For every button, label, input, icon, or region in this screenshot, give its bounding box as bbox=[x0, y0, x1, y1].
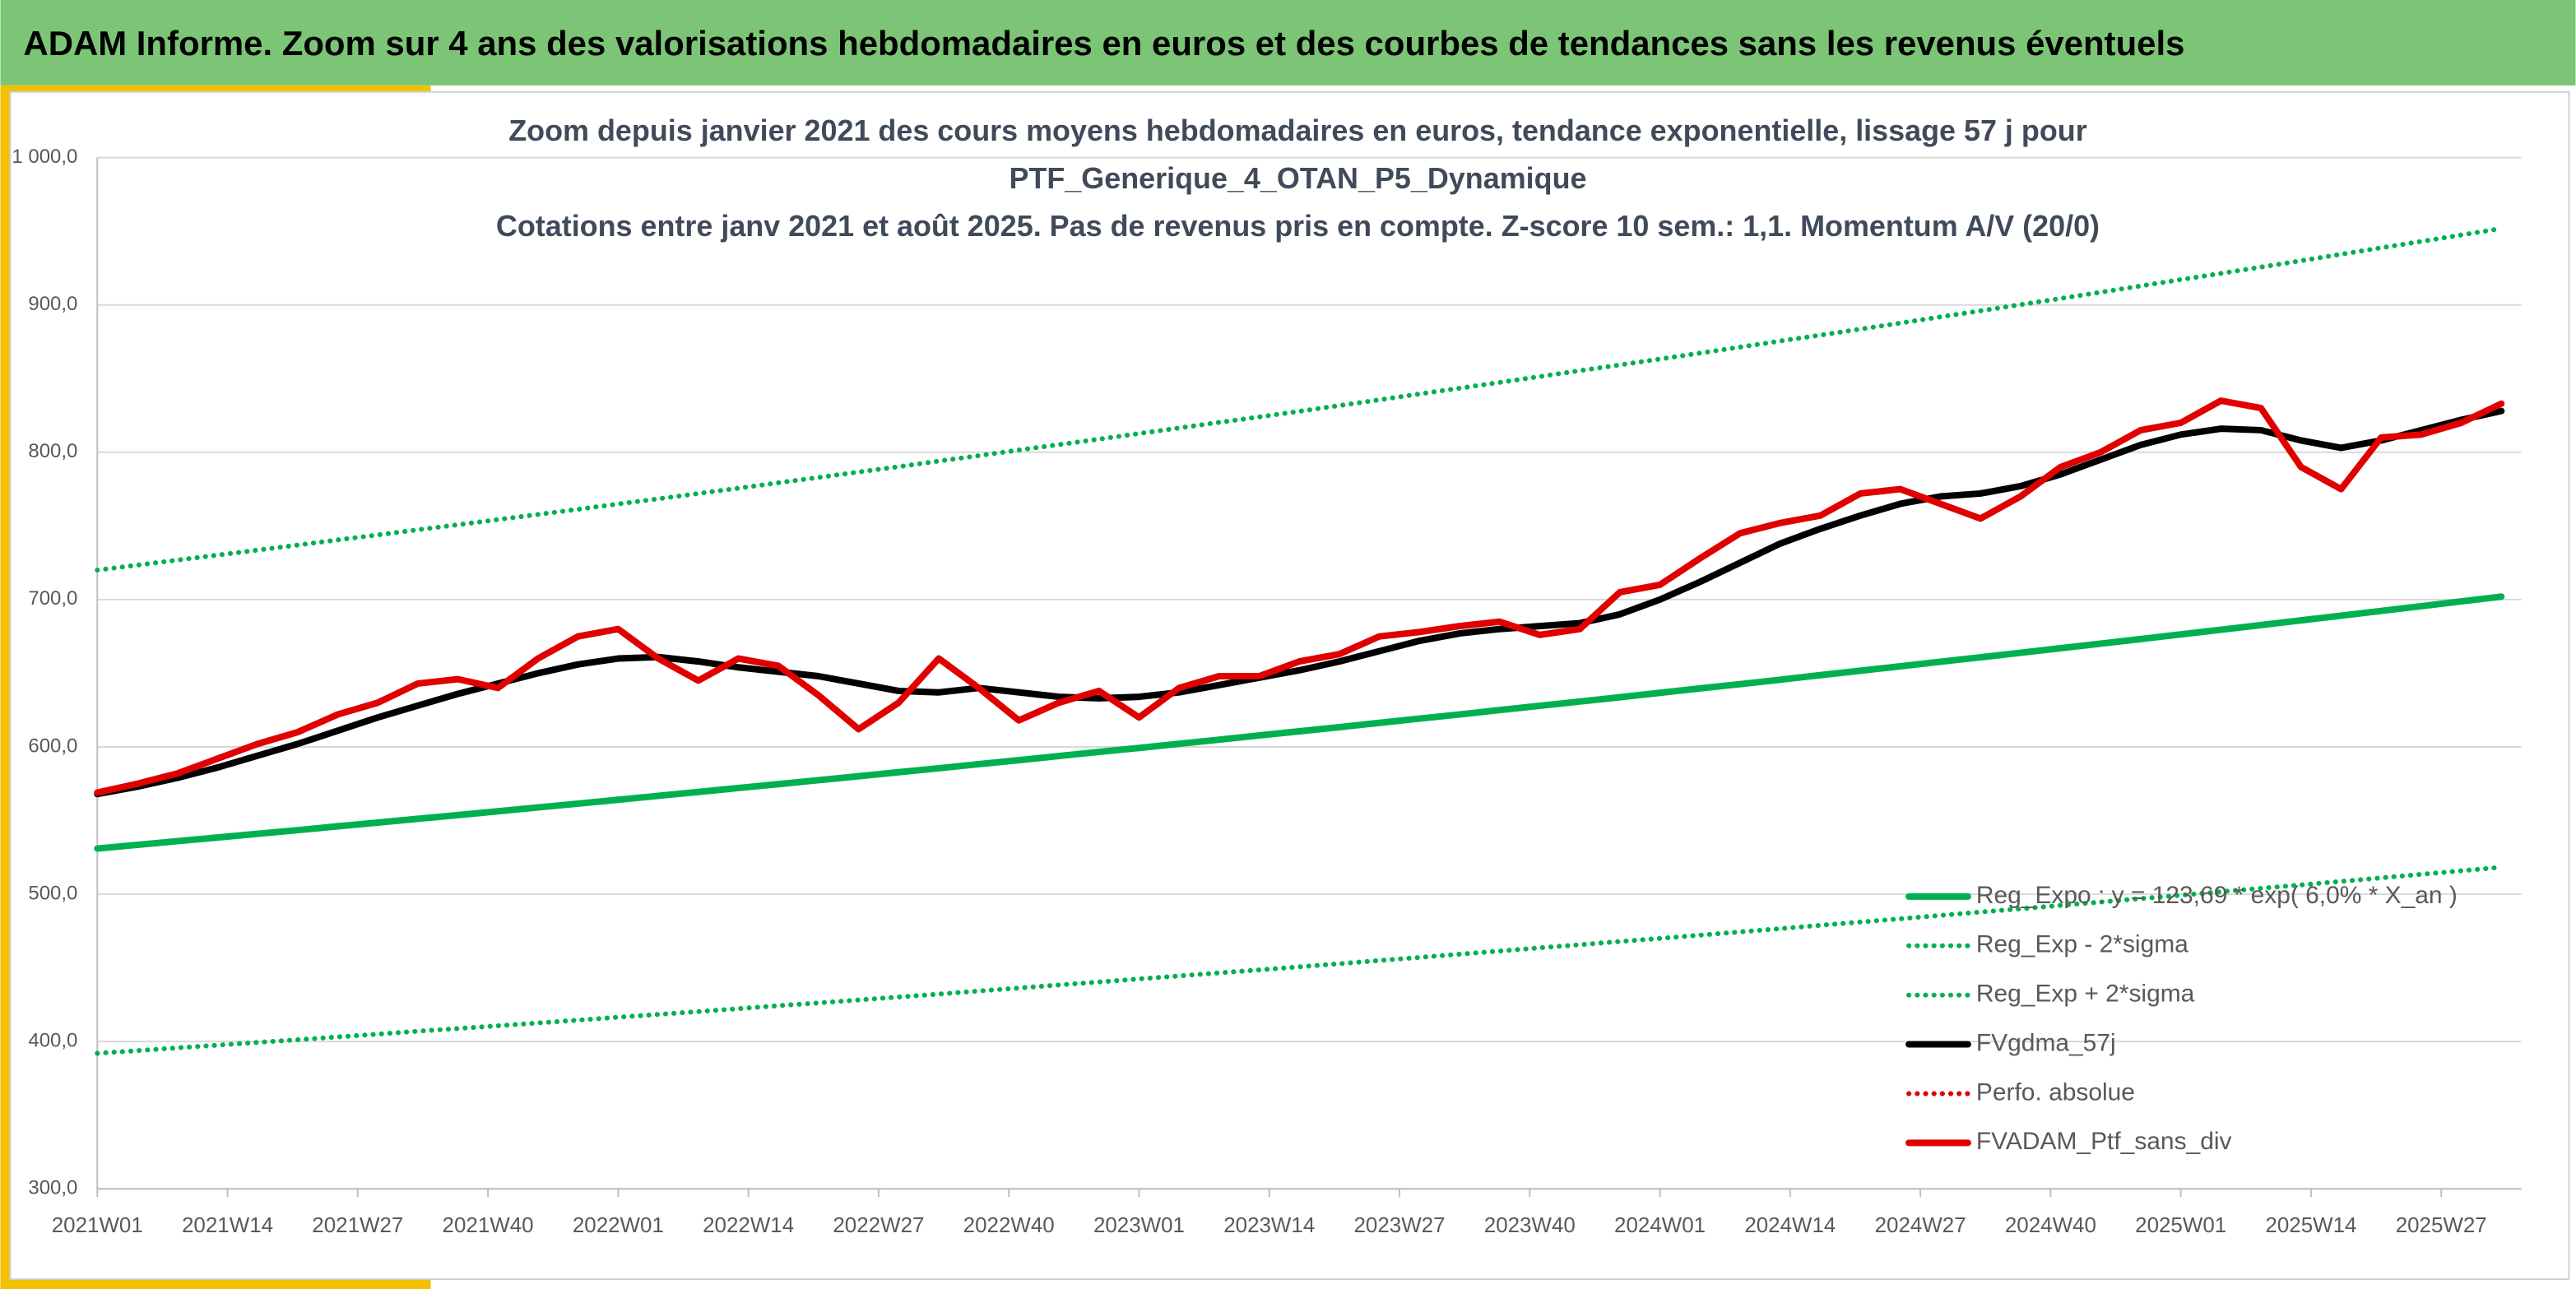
x-tick-label: 2022W27 bbox=[833, 1214, 924, 1237]
legend-label: Reg_Exp - 2*sigma bbox=[1976, 931, 2188, 958]
chart-subtitle: PTF_Generique_4_OTAN_P5_Dynamique bbox=[1009, 161, 1586, 195]
y-tick-label: 700,0 bbox=[28, 587, 77, 610]
x-tick-label: 2021W01 bbox=[52, 1214, 143, 1237]
x-tick-label: 2023W01 bbox=[1093, 1214, 1185, 1237]
accent bbox=[0, 1279, 431, 1289]
legend-label: Reg_Exp + 2*sigma bbox=[1976, 981, 2195, 1008]
x-tick-label: 2024W40 bbox=[2005, 1214, 2096, 1237]
series-line bbox=[94, 397, 2505, 796]
y-tick-label: 800,0 bbox=[28, 440, 77, 462]
legend-label: FVADAM_Ptf_sans_div bbox=[1976, 1128, 2232, 1155]
x-tick-label: 2025W01 bbox=[2135, 1214, 2226, 1237]
x-tick-label: 2023W27 bbox=[1354, 1214, 1446, 1237]
series-line bbox=[95, 865, 2504, 1056]
x-tick-label: 2021W27 bbox=[312, 1214, 403, 1237]
x-tick-label: 2023W14 bbox=[1223, 1214, 1315, 1237]
frame bbox=[9, 90, 2570, 1281]
x-tick-label: 2022W01 bbox=[573, 1214, 664, 1237]
y-tick-label: 1 000,0 bbox=[12, 146, 77, 168]
legend: Reg_Expo : y = 123,69 * exp( 6,0% * X_an… bbox=[1905, 882, 2458, 1155]
y-tick-label: 500,0 bbox=[28, 882, 77, 904]
header-title: ADAM Informe. Zoom sur 4 ans des valoris… bbox=[23, 24, 2184, 63]
x-tick-label: 2024W01 bbox=[1614, 1214, 1706, 1237]
x-tick-label: 2024W27 bbox=[1875, 1214, 1966, 1237]
x-tick-label: 2025W14 bbox=[2265, 1214, 2356, 1237]
series-line bbox=[94, 593, 2505, 852]
y-tick-label: 300,0 bbox=[28, 1177, 77, 1199]
legend-label: FVgdma_57j bbox=[1976, 1029, 2116, 1056]
accent bbox=[0, 85, 431, 92]
legend-label: Perfo. absolue bbox=[1976, 1078, 2135, 1106]
x-tick-label: 2023W40 bbox=[1484, 1214, 1576, 1237]
series-line bbox=[95, 225, 2504, 573]
x-tick-label: 2022W14 bbox=[703, 1214, 794, 1237]
y-tick-label: 600,0 bbox=[28, 735, 77, 757]
series-line bbox=[94, 407, 2505, 798]
x-tick-label: 2025W27 bbox=[2396, 1214, 2487, 1237]
header-bar bbox=[0, 0, 2576, 86]
x-tick-label: 2021W40 bbox=[443, 1214, 534, 1237]
legend-label: Reg_Expo : y = 123,69 * exp( 6,0% * X_an… bbox=[1976, 882, 2458, 909]
accent bbox=[0, 85, 11, 1289]
chart-note: Cotations entre janv 2021 et août 2025. … bbox=[496, 209, 2100, 243]
y-tick-label: 400,0 bbox=[28, 1029, 77, 1051]
y-tick-label: 900,0 bbox=[28, 293, 77, 315]
chart-title: Zoom depuis janvier 2021 des cours moyen… bbox=[508, 114, 2086, 147]
x-tick-label: 2024W14 bbox=[1744, 1214, 1836, 1237]
x-tick-label: 2021W14 bbox=[182, 1214, 273, 1237]
x-tick-label: 2022W40 bbox=[963, 1214, 1055, 1237]
